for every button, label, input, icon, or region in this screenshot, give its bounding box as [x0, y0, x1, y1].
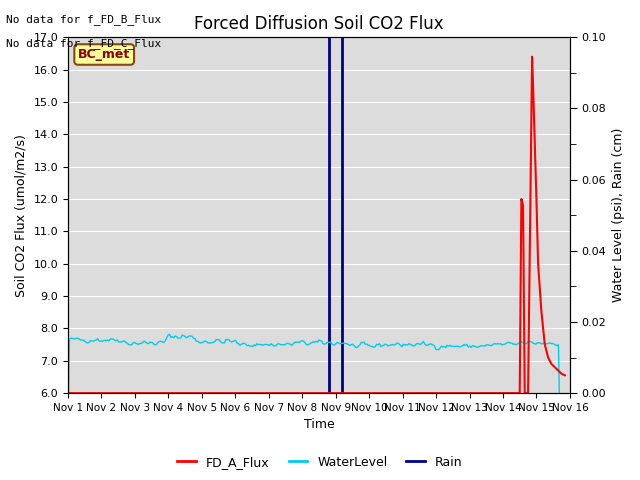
Legend: FD_A_Flux, WaterLevel, Rain: FD_A_Flux, WaterLevel, Rain	[172, 451, 468, 474]
Y-axis label: Water Level (psi), Rain (cm): Water Level (psi), Rain (cm)	[612, 128, 625, 302]
Y-axis label: Soil CO2 Flux (umol/m2/s): Soil CO2 Flux (umol/m2/s)	[15, 134, 28, 297]
Text: No data for f_FD_B_Flux: No data for f_FD_B_Flux	[6, 14, 162, 25]
Text: No data for f_FD_C_Flux: No data for f_FD_C_Flux	[6, 38, 162, 49]
Title: Forced Diffusion Soil CO2 Flux: Forced Diffusion Soil CO2 Flux	[194, 15, 444, 33]
X-axis label: Time: Time	[303, 419, 334, 432]
Text: BC_met: BC_met	[78, 48, 131, 61]
